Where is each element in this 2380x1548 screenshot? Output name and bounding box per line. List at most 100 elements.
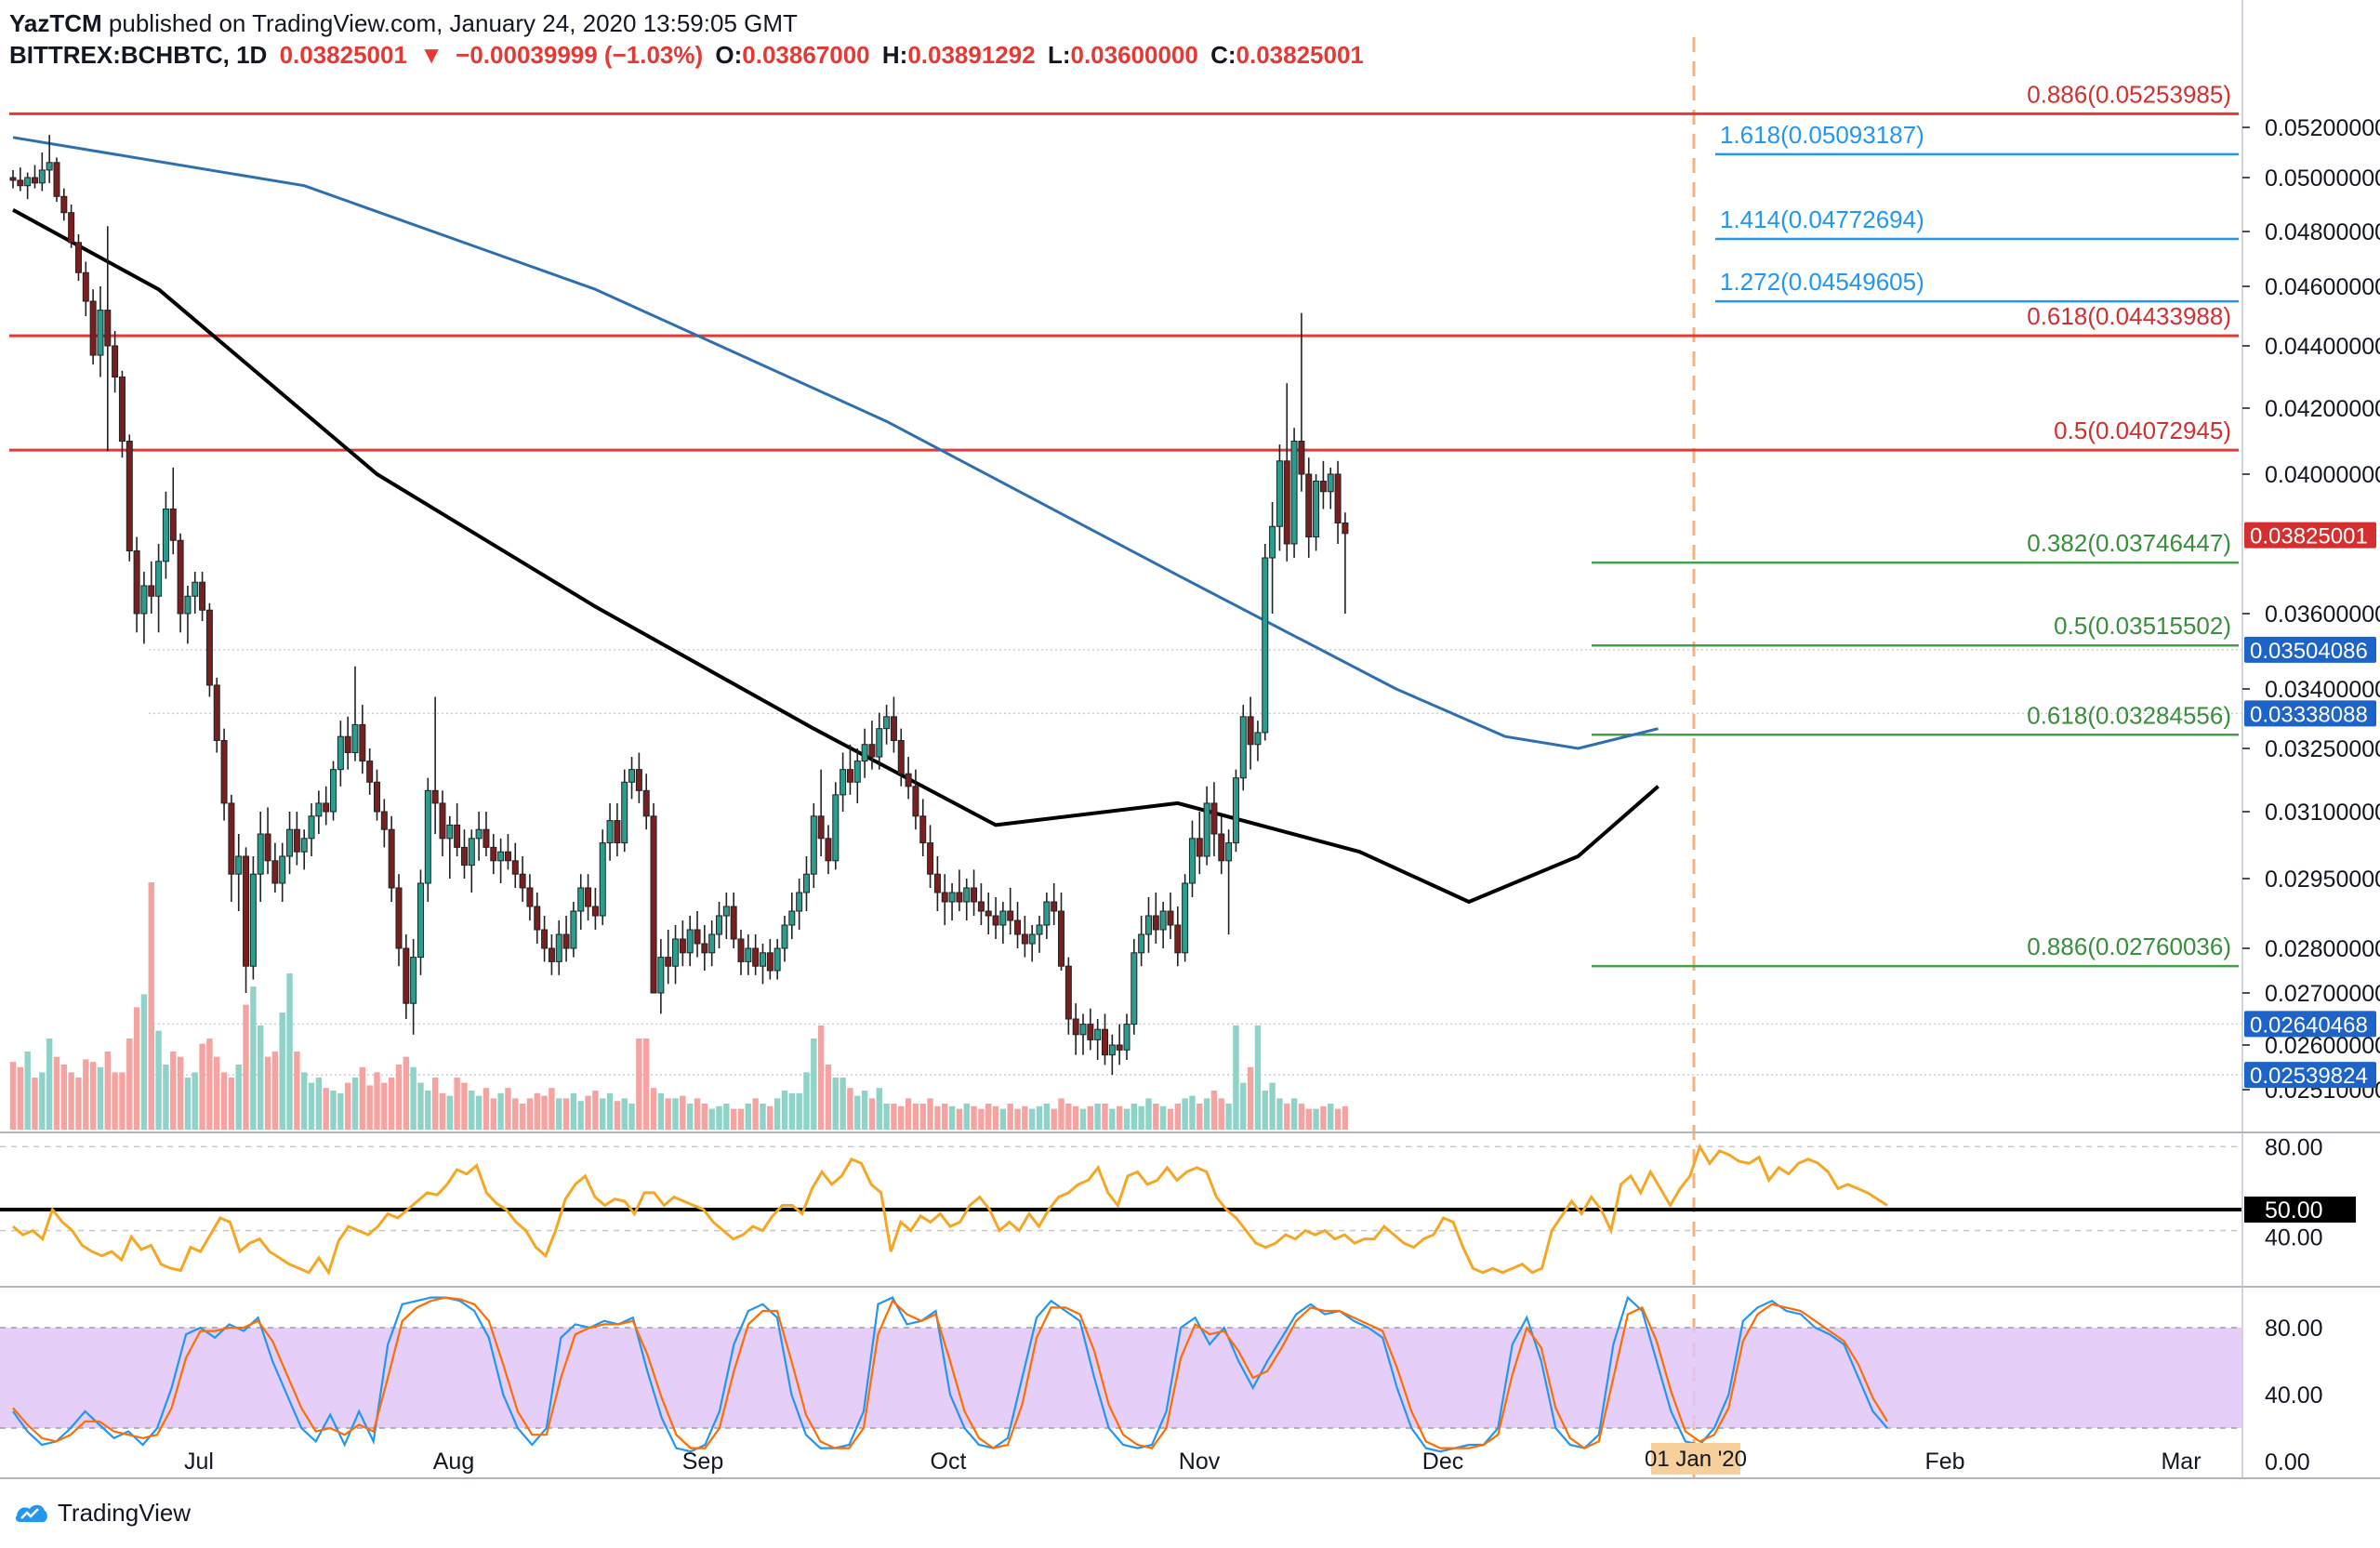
high-label: H: bbox=[881, 41, 908, 69]
candle-body bbox=[17, 179, 24, 187]
candle-body bbox=[825, 838, 832, 862]
candle-body bbox=[948, 892, 956, 903]
volume-bar bbox=[497, 1092, 504, 1130]
candle-body bbox=[205, 609, 213, 686]
candle-body bbox=[53, 162, 60, 197]
fib-level-label: 0.382(0.03746447) bbox=[2027, 529, 2231, 557]
time-tick-label: Oct bbox=[931, 1449, 967, 1475]
candle-body bbox=[82, 271, 89, 302]
candle-body bbox=[548, 947, 555, 962]
moving-averages bbox=[12, 136, 1659, 904]
price-tick-label: 0.02600000 bbox=[2265, 1033, 2380, 1059]
volume-bar bbox=[206, 1039, 213, 1130]
time-tick-label: Mar bbox=[2161, 1449, 2201, 1475]
volume-bar bbox=[1203, 1098, 1210, 1130]
candle-body bbox=[665, 957, 672, 967]
grid-lines bbox=[149, 37, 2242, 1478]
volume-bar bbox=[978, 1108, 985, 1130]
candle-body bbox=[1123, 1024, 1130, 1051]
candle-body bbox=[1262, 557, 1269, 734]
high-value: 0.03891292 bbox=[907, 41, 1036, 69]
volume-bar bbox=[876, 1088, 882, 1130]
candle-body bbox=[1102, 1028, 1108, 1056]
volume-bar bbox=[636, 1039, 642, 1130]
candle-body bbox=[1021, 933, 1028, 945]
candle-body bbox=[919, 815, 927, 844]
tradingview-brand[interactable]: TradingView bbox=[13, 1499, 191, 1528]
candle-body bbox=[591, 906, 599, 917]
close-value: 0.03825001 bbox=[1236, 41, 1364, 69]
volume-bar bbox=[1014, 1108, 1021, 1130]
volume-bar bbox=[32, 1078, 38, 1130]
volume-bar bbox=[556, 1098, 562, 1130]
volume-bar bbox=[24, 1052, 31, 1130]
candle-body bbox=[271, 860, 279, 884]
volume-bar bbox=[919, 1104, 926, 1130]
volume-bar bbox=[992, 1105, 999, 1130]
stoch-d-line bbox=[12, 1296, 1888, 1449]
time-tick-label: Dec bbox=[1422, 1449, 1463, 1475]
volume-bar bbox=[1079, 1108, 1087, 1130]
volume-bar bbox=[985, 1104, 992, 1130]
candle-body bbox=[853, 761, 861, 783]
volume-bar bbox=[825, 1065, 832, 1130]
candle-body bbox=[169, 509, 177, 541]
volume-bar bbox=[1094, 1104, 1101, 1130]
volume-bar bbox=[192, 1072, 198, 1130]
candle-body bbox=[1225, 842, 1233, 862]
volume-bar bbox=[140, 994, 148, 1130]
candle-body bbox=[985, 910, 992, 917]
candle-body bbox=[585, 887, 592, 907]
candle-body bbox=[599, 842, 606, 917]
candle-body bbox=[330, 769, 337, 813]
candle-body bbox=[1043, 901, 1051, 926]
price-badge-label: 0.02539824 bbox=[2250, 1064, 2368, 1089]
candle-body bbox=[1276, 460, 1283, 527]
sma-100-line bbox=[12, 208, 1659, 904]
candle-body bbox=[1283, 460, 1290, 545]
candles[interactable] bbox=[9, 135, 1349, 1075]
candle-body bbox=[802, 873, 810, 893]
stoch-band bbox=[0, 1328, 2242, 1428]
volume-bar bbox=[774, 1098, 781, 1130]
symbol-label[interactable]: BITTREX:BCHBTC, 1D bbox=[9, 41, 268, 69]
volume-bar bbox=[264, 1056, 271, 1130]
volume-bar bbox=[811, 1039, 817, 1130]
volume-bar bbox=[694, 1098, 701, 1130]
stoch-rsi-pane: 80.00 40.00 0.00 bbox=[0, 1295, 2323, 1475]
low-value: 0.03600000 bbox=[1070, 41, 1198, 69]
volume-bar bbox=[512, 1098, 519, 1130]
volume-bars bbox=[9, 882, 1349, 1130]
time-tick-label: Feb bbox=[1924, 1449, 1964, 1475]
candle-body bbox=[31, 177, 38, 184]
volume-bar bbox=[330, 1091, 337, 1130]
candle-body bbox=[337, 735, 344, 771]
open-label: O: bbox=[715, 41, 743, 69]
volume-bar bbox=[505, 1088, 511, 1130]
volume-bar bbox=[17, 1066, 24, 1130]
volume-bar bbox=[1197, 1104, 1203, 1130]
volume-bar bbox=[1102, 1104, 1108, 1130]
price-badge bbox=[2244, 522, 2376, 549]
volume-bar bbox=[403, 1056, 410, 1130]
volume-bar bbox=[854, 1095, 861, 1130]
volume-bar bbox=[97, 1066, 104, 1130]
volume-bar bbox=[577, 1101, 584, 1130]
author-name[interactable]: YazTCM bbox=[9, 9, 102, 37]
volume-bar bbox=[133, 1007, 140, 1130]
candle-body bbox=[126, 441, 133, 551]
price-tick-label: 0.03250000 bbox=[2265, 736, 2380, 762]
volume-bar bbox=[912, 1104, 919, 1130]
volume-bar bbox=[60, 1065, 68, 1130]
volume-bar bbox=[643, 1039, 650, 1130]
candle-body bbox=[1232, 777, 1239, 844]
candle-body bbox=[228, 802, 235, 875]
volume-bar bbox=[686, 1104, 694, 1130]
candle-body bbox=[628, 769, 636, 783]
candle-body bbox=[810, 815, 817, 875]
candle-body bbox=[1094, 1028, 1102, 1040]
volume-bar bbox=[359, 1066, 366, 1130]
price-badge-label: 0.03504086 bbox=[2250, 639, 2368, 664]
candle-body bbox=[614, 820, 621, 844]
